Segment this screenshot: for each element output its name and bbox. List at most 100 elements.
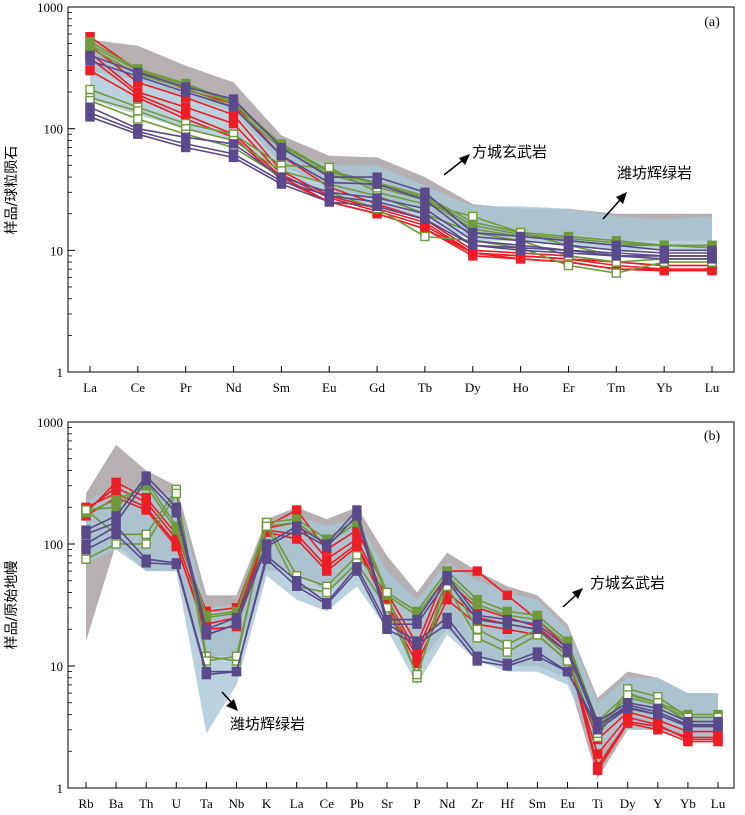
x-tick-label-Tb: Tb bbox=[418, 380, 432, 395]
panel-b-label: (b) bbox=[704, 429, 721, 444]
data-point bbox=[382, 587, 392, 598]
data-point bbox=[420, 214, 430, 225]
series-line bbox=[89, 96, 712, 263]
data-point bbox=[324, 162, 334, 173]
series-line bbox=[85, 533, 718, 728]
y-tick-label: 10 bbox=[50, 659, 63, 674]
data-point bbox=[324, 197, 334, 207]
y-tick-label: 100 bbox=[44, 537, 64, 552]
annotation-fangcheng-basalt: 方城玄武岩 bbox=[472, 143, 547, 161]
data-point bbox=[592, 749, 603, 759]
data-point bbox=[502, 619, 512, 629]
data-point bbox=[623, 702, 633, 712]
x-tick-label-Er: Er bbox=[562, 380, 575, 395]
data-point bbox=[472, 633, 482, 643]
panel-b-annotation-weifang: 潍坊辉绿岩 bbox=[221, 691, 305, 733]
x-tick-label-Dy: Dy bbox=[620, 796, 636, 811]
data-point bbox=[563, 260, 574, 271]
data-point bbox=[261, 542, 272, 552]
data-point bbox=[322, 587, 332, 598]
x-tick-label-Tm: Tm bbox=[607, 380, 625, 395]
data-point bbox=[592, 765, 603, 775]
data-point bbox=[420, 224, 430, 234]
data-point bbox=[412, 669, 422, 680]
data-point bbox=[372, 179, 382, 189]
panel-b-ylabel: 样品/原始地幔 bbox=[4, 561, 20, 650]
data-point bbox=[133, 114, 143, 124]
x-tick-label-Nd: Nd bbox=[439, 796, 455, 811]
data-point bbox=[81, 554, 91, 564]
annotation-weifang-diabase: 潍坊辉绿岩 bbox=[617, 164, 692, 182]
data-point bbox=[532, 651, 543, 661]
data-point bbox=[171, 559, 182, 570]
data-point bbox=[352, 566, 362, 576]
x-tick-label-Sm: Sm bbox=[273, 380, 290, 395]
data-point bbox=[81, 505, 91, 515]
x-tick-label-Nb: Nb bbox=[229, 796, 245, 811]
panel-b-frame bbox=[67, 421, 735, 789]
data-point bbox=[659, 254, 669, 264]
data-point bbox=[468, 211, 478, 222]
data-point bbox=[322, 542, 332, 552]
panel-a-frame bbox=[67, 6, 735, 373]
data-point bbox=[261, 554, 272, 564]
data-point bbox=[472, 656, 482, 666]
data-point bbox=[81, 529, 91, 539]
data-point bbox=[502, 647, 512, 657]
data-point bbox=[171, 508, 182, 518]
data-point bbox=[382, 624, 392, 634]
data-point bbox=[201, 669, 212, 680]
series-line bbox=[85, 474, 718, 723]
x-tick-label-Ti: Ti bbox=[592, 796, 603, 811]
x-tick-label-Ce: Ce bbox=[131, 380, 146, 395]
x-tick-label-Y: Y bbox=[653, 796, 663, 811]
data-point bbox=[322, 554, 332, 564]
y-tick-label: 1 bbox=[57, 365, 64, 380]
x-tick-label-Yb: Yb bbox=[680, 796, 696, 811]
x-tick-label-Lu: Lu bbox=[705, 380, 720, 395]
data-point bbox=[111, 529, 121, 539]
data-point bbox=[85, 84, 95, 95]
data-point bbox=[228, 110, 239, 120]
data-point bbox=[111, 495, 121, 505]
data-point bbox=[276, 150, 287, 161]
panel-a-label: (a) bbox=[704, 15, 720, 30]
data-point bbox=[133, 129, 143, 139]
series-line bbox=[89, 88, 712, 257]
series-purple-11 bbox=[81, 529, 723, 732]
data-point bbox=[611, 268, 621, 278]
data-point bbox=[352, 542, 362, 552]
data-point bbox=[292, 581, 302, 591]
data-point bbox=[713, 721, 723, 732]
data-point bbox=[532, 624, 543, 634]
data-point bbox=[276, 179, 287, 189]
data-point bbox=[322, 599, 332, 610]
data-point bbox=[442, 619, 452, 629]
data-point bbox=[324, 177, 334, 188]
panel-a-ylabel: 样品/球粒陨石 bbox=[4, 146, 20, 235]
series-line bbox=[89, 40, 712, 247]
y-tick-label: 1 bbox=[57, 781, 64, 796]
series-line bbox=[89, 54, 712, 252]
data-point bbox=[141, 476, 151, 486]
series-line bbox=[89, 99, 712, 274]
x-tick-label-Eu: Eu bbox=[560, 796, 575, 811]
data-point bbox=[180, 142, 191, 153]
data-point bbox=[562, 666, 573, 677]
data-point bbox=[420, 231, 430, 242]
x-tick-label-Ce: Ce bbox=[320, 796, 335, 811]
data-point bbox=[292, 534, 302, 544]
y-tick-label: 10 bbox=[50, 243, 63, 258]
data-point bbox=[623, 690, 633, 700]
x-tick-label-Nd: Nd bbox=[226, 380, 242, 395]
field-blue bbox=[90, 52, 712, 251]
data-point bbox=[133, 106, 143, 116]
x-tick-label-Sr: Sr bbox=[381, 796, 393, 811]
data-point bbox=[141, 558, 151, 568]
x-tick-label-Pb: Pb bbox=[350, 796, 364, 811]
data-point bbox=[472, 599, 482, 610]
data-point bbox=[180, 87, 191, 97]
x-tick-label-Ba: Ba bbox=[109, 796, 124, 811]
data-point bbox=[231, 666, 242, 677]
data-point bbox=[412, 639, 422, 650]
